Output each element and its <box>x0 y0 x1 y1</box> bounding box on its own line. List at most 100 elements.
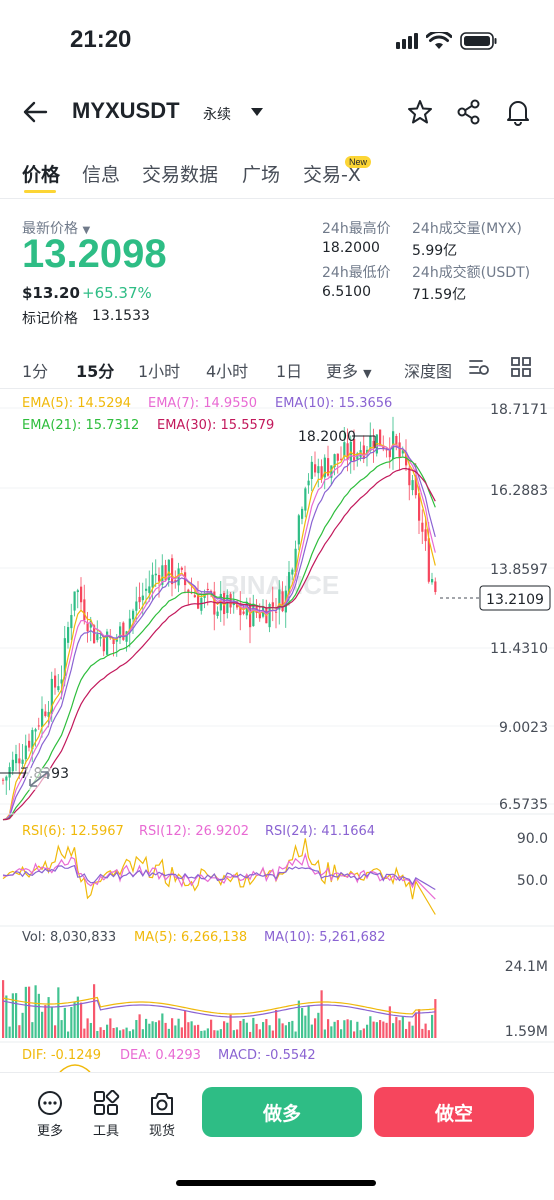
candle-body <box>314 464 317 473</box>
turnover-24h-value: 71.59亿 <box>412 287 467 303</box>
candle-body <box>418 493 421 521</box>
candle-body <box>138 596 141 603</box>
volume-bar <box>382 1021 385 1038</box>
candle-body <box>346 443 349 461</box>
volume-bar <box>99 1027 102 1038</box>
share-icon[interactable] <box>456 99 482 125</box>
tab-info[interactable]: 信息 <box>82 164 121 186</box>
candle-body <box>54 675 57 688</box>
volume-bar <box>167 1028 170 1038</box>
volume-bar <box>154 1022 157 1038</box>
candle-body <box>128 618 131 633</box>
candle-body <box>395 435 398 445</box>
timeframe-4h[interactable]: 4小时 <box>206 362 249 381</box>
tabs-divider <box>0 198 554 199</box>
volume-bar <box>288 1021 291 1038</box>
spot-button[interactable]: 现货 <box>142 1090 182 1139</box>
volume-bar <box>232 1030 235 1038</box>
layout-grid-icon[interactable] <box>511 357 531 377</box>
candle-body <box>187 589 190 593</box>
candle-body <box>252 603 255 627</box>
volume-bar <box>213 1030 216 1038</box>
candle-body <box>80 586 83 603</box>
tab-price[interactable]: 价格 <box>22 164 61 186</box>
volume-bar <box>197 1024 200 1038</box>
symbol-title[interactable]: MYXUSDT <box>72 98 180 123</box>
volume-bar <box>405 1028 408 1038</box>
battery-icon <box>460 32 497 50</box>
candle-body <box>2 779 5 781</box>
volume-bar <box>431 1014 434 1038</box>
candle-body <box>18 758 21 764</box>
candle-body <box>122 622 125 640</box>
volume-bar <box>18 1025 21 1038</box>
price-axis-label: 13.8597 <box>490 562 548 578</box>
volume-ma5-legend: MA(5): 6,266,138 <box>134 930 248 945</box>
short-button[interactable]: 做空 <box>374 1087 534 1137</box>
candle-body <box>57 686 60 691</box>
volume-bar <box>24 986 27 1038</box>
chevron-down-icon[interactable] <box>250 107 264 117</box>
volume-bar <box>41 1011 44 1038</box>
bell-icon[interactable] <box>505 98 531 126</box>
back-arrow-icon[interactable] <box>22 100 48 124</box>
candle-body <box>372 440 375 449</box>
candlestick-chart[interactable]: BINANCE 18.7171 16.2883 13.8597 11.4310 … <box>0 388 554 1078</box>
volume-axis-label: 24.1M <box>505 959 548 975</box>
volume-bar <box>132 1029 135 1038</box>
high-24h-label: 24h最高价 <box>322 221 391 237</box>
volume-bar <box>327 1019 330 1038</box>
volume-bar <box>362 1028 365 1038</box>
candle-body <box>288 572 291 595</box>
timeframe-1m[interactable]: 1分 <box>22 362 49 381</box>
candle-body <box>167 559 170 581</box>
candle-body <box>330 465 333 478</box>
timeframe-more-caret-icon: ▼ <box>363 367 372 380</box>
timeframe-more[interactable]: 更多 ▼ <box>326 358 372 382</box>
contract-type-label[interactable]: 永续 <box>203 107 231 123</box>
volume-bar <box>15 993 18 1038</box>
tools-button[interactable]: 工具 <box>86 1089 126 1139</box>
more-label: 更多 <box>36 1124 63 1139</box>
star-icon[interactable] <box>407 99 433 125</box>
candle-body <box>317 466 320 474</box>
volume-bar <box>398 1020 401 1038</box>
candle-body <box>249 603 252 628</box>
candle-body <box>343 442 346 457</box>
volume-bar <box>408 1021 411 1038</box>
candle-body <box>379 429 382 447</box>
candle-body <box>275 611 278 613</box>
candle-body <box>411 480 414 491</box>
timeframe-1d[interactable]: 1日 <box>276 362 303 381</box>
volume-bar <box>411 1025 414 1038</box>
volume-bar <box>346 1019 349 1038</box>
candle-body <box>99 637 102 639</box>
status-icons <box>396 30 498 52</box>
candle-body <box>268 603 271 628</box>
volume-bar <box>291 1020 294 1038</box>
candle-body <box>112 638 115 644</box>
depth-chart-tab[interactable]: 深度图 <box>404 362 453 381</box>
last-price-label[interactable]: 最新价格 ▼ <box>22 218 90 238</box>
volume-bar <box>54 1025 57 1038</box>
volume-bar <box>135 1020 138 1038</box>
expand-chart-icon[interactable] <box>26 768 52 790</box>
more-button[interactable]: 更多 <box>30 1090 70 1139</box>
indicator-settings-icon[interactable] <box>468 357 490 377</box>
timeframe-1h[interactable]: 1小时 <box>138 362 181 381</box>
volume-bar <box>193 1025 196 1038</box>
candle-body <box>382 445 385 450</box>
volume-bar <box>187 1022 190 1038</box>
volume-bar <box>177 1018 180 1038</box>
tab-trading-data[interactable]: 交易数据 <box>142 164 219 186</box>
long-button[interactable]: 做多 <box>202 1087 362 1137</box>
timeframe-15m[interactable]: 15分 <box>76 362 115 381</box>
tab-square[interactable]: 广场 <box>242 164 281 186</box>
volume-bar <box>307 1005 310 1038</box>
tab-trade-x[interactable]: 交易-X <box>303 164 361 186</box>
low-24h-label: 24h最低价 <box>322 265 391 281</box>
volume-ma-line <box>2 999 436 1018</box>
candle-body <box>216 611 219 616</box>
volume-bar <box>145 1018 148 1038</box>
price-axis-label: 9.0023 <box>499 720 548 736</box>
